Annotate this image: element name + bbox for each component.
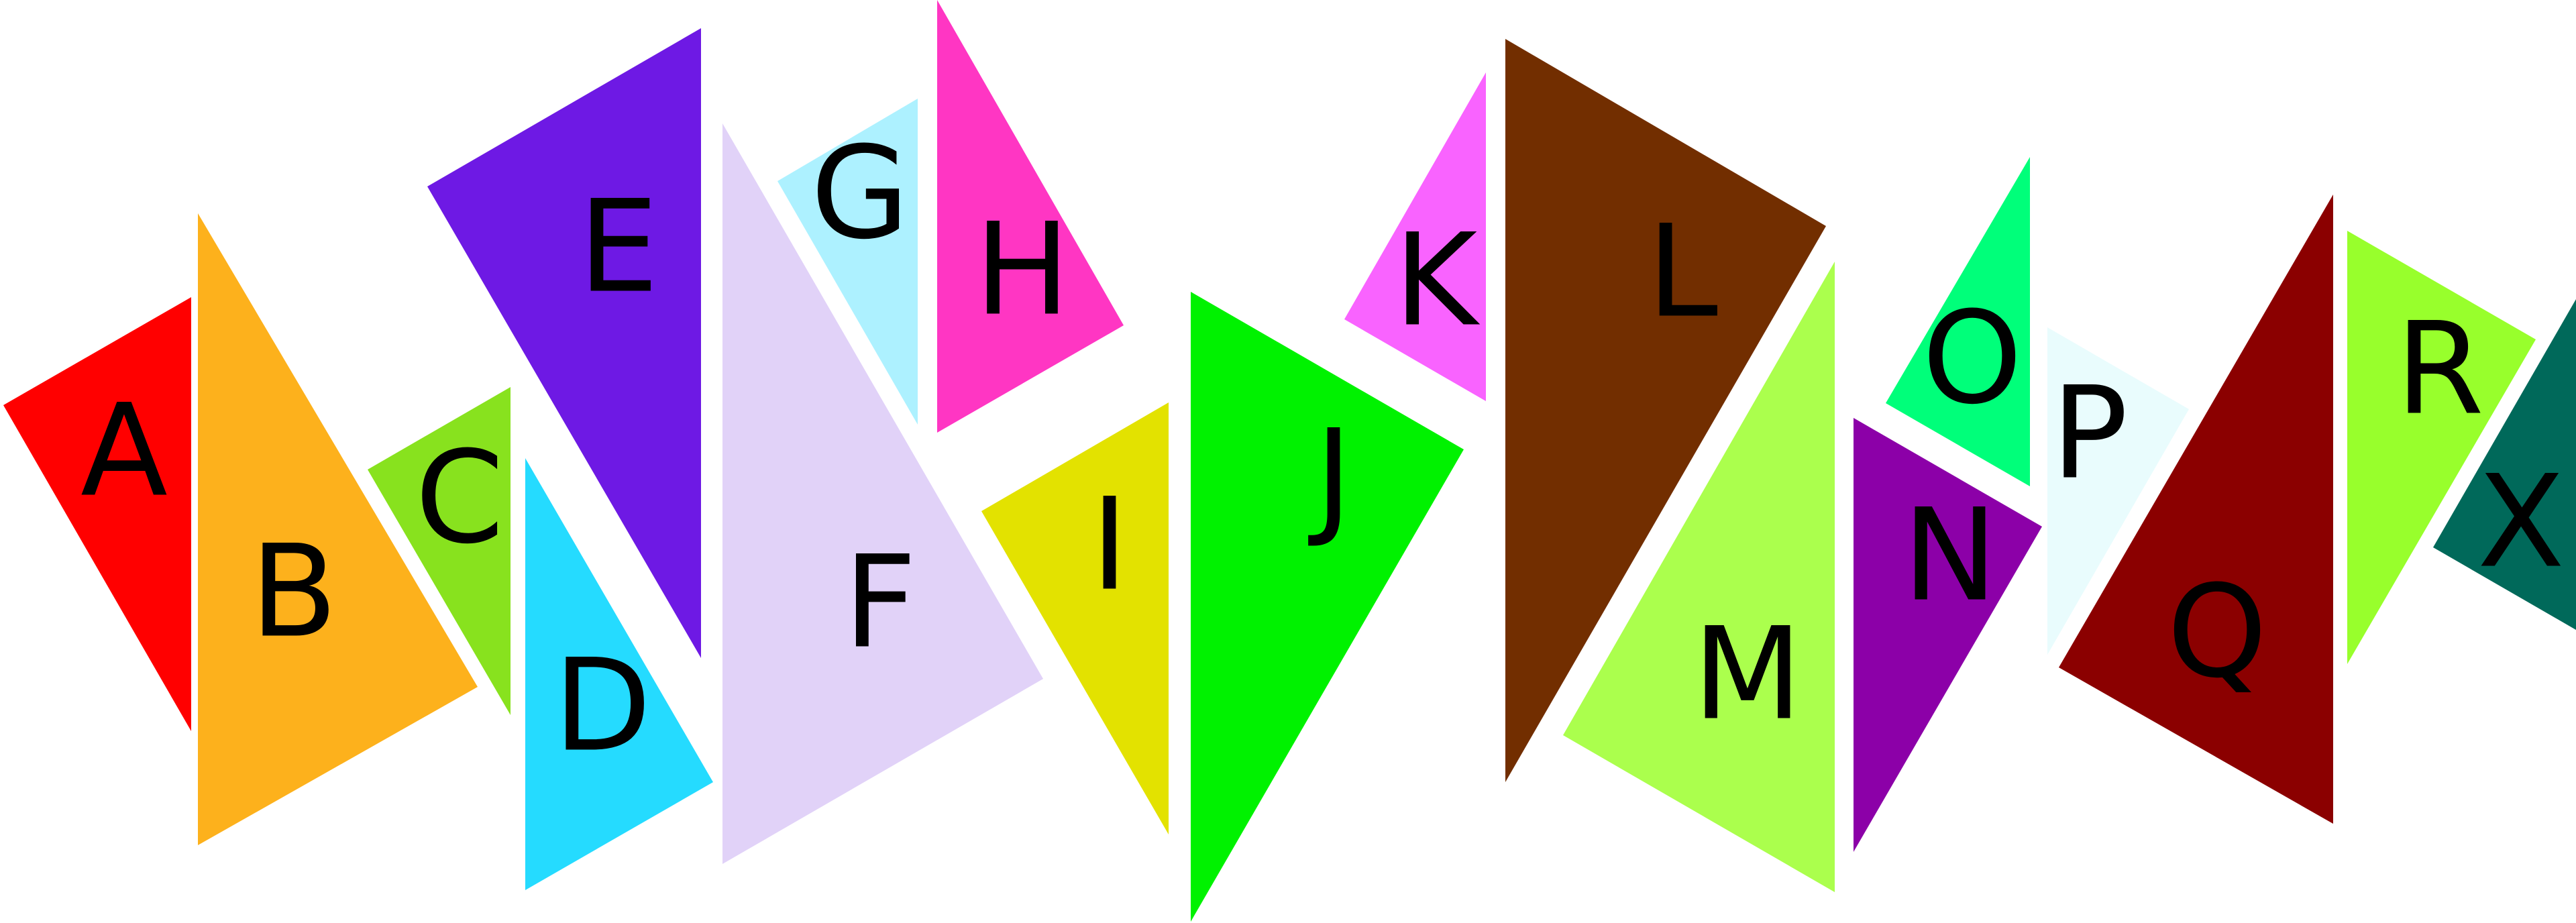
- triangle-shape-i: [981, 402, 1169, 834]
- triangle-shape-a: [3, 297, 191, 731]
- triangle-piece-m: M: [1563, 262, 1835, 892]
- triangle-piece-h: H: [937, 0, 1124, 433]
- triangle-label-f: F: [843, 529, 916, 677]
- triangle-shape-l: [1505, 39, 1826, 782]
- triangle-label-j: J: [1308, 402, 1352, 551]
- triangle-label-n: N: [1902, 482, 1998, 630]
- triangle-shape-b: [198, 213, 478, 845]
- triangle-piece-a: A: [3, 297, 191, 731]
- triangle-label-q: Q: [2167, 558, 2267, 706]
- triangle-piece-i: I: [981, 402, 1169, 834]
- triangle-shape-e: [427, 28, 701, 658]
- triangle-piece-x: X: [2433, 299, 2576, 630]
- triangle-shape-d: [525, 458, 713, 890]
- triangle-label-b: B: [250, 518, 337, 666]
- triangle-piece-d: D: [525, 458, 713, 890]
- triangle-piece-j: J: [1191, 292, 1464, 922]
- triangle-label-d: D: [553, 632, 651, 780]
- triangle-piece-k: K: [1344, 72, 1486, 401]
- triangle-piece-r: R: [2347, 231, 2536, 664]
- triangle-piece-n: N: [1854, 418, 2042, 852]
- triangle-piece-b: B: [198, 213, 478, 845]
- triangle-piece-f: F: [722, 123, 1043, 864]
- triangle-label-g: G: [810, 119, 909, 268]
- triangle-shape-j: [1191, 292, 1464, 922]
- triangle-label-h: H: [975, 196, 1071, 344]
- triangle-label-x: X: [2477, 448, 2565, 596]
- triangle-label-c: C: [415, 424, 504, 572]
- triangle-label-a: A: [80, 377, 168, 525]
- triangle-piece-l: L: [1505, 39, 1826, 782]
- triangle-label-r: R: [2396, 295, 2484, 443]
- triangle-shape-p: [2047, 327, 2189, 655]
- triangle-label-e: E: [578, 173, 659, 321]
- triangle-shape-n: [1854, 418, 2042, 852]
- triangle-label-m: M: [1693, 600, 1803, 749]
- triangle-shape-f: [722, 123, 1043, 864]
- triangle-piece-o: O: [1886, 157, 2030, 486]
- triangle-piece-q: Q: [2059, 195, 2333, 824]
- triangle-shape-k: [1344, 72, 1486, 401]
- triangle-label-l: L: [1647, 198, 1718, 346]
- triangle-piece-p: P: [2047, 327, 2189, 655]
- triangle-shape-h: [937, 0, 1124, 433]
- triangle-shape-c: [368, 387, 511, 715]
- triangle-shape-x: [2433, 299, 2576, 630]
- triangle-shape-r: [2347, 231, 2536, 664]
- triangle-label-p: P: [2051, 360, 2129, 508]
- triangle-piece-g: G: [777, 99, 918, 425]
- triangle-label-k: K: [1394, 207, 1481, 355]
- triangle-shape-g: [777, 99, 918, 425]
- triangle-shape-m: [1563, 262, 1835, 892]
- triangle-label-i: I: [1091, 471, 1128, 619]
- triangle-label-o: O: [1922, 284, 2023, 433]
- triangle-shape-q: [2059, 195, 2333, 824]
- triangle-shape-o: [1886, 157, 2030, 486]
- triangle-piece-e: E: [427, 28, 701, 658]
- triangle-piece-c: C: [368, 387, 511, 715]
